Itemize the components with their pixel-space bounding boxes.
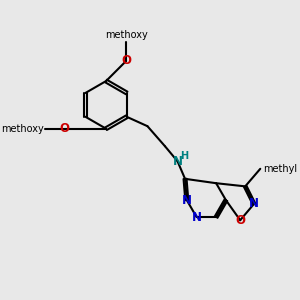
Text: O: O bbox=[235, 214, 245, 227]
Text: O: O bbox=[60, 122, 70, 135]
Text: O: O bbox=[121, 55, 131, 68]
Text: methoxy: methoxy bbox=[105, 30, 148, 40]
Text: N: N bbox=[249, 197, 259, 210]
Text: N: N bbox=[172, 155, 182, 168]
Text: methoxy: methoxy bbox=[1, 124, 44, 134]
Text: methyl: methyl bbox=[263, 164, 297, 174]
Text: N: N bbox=[182, 194, 192, 207]
Text: H: H bbox=[181, 151, 189, 161]
Text: N: N bbox=[192, 211, 202, 224]
